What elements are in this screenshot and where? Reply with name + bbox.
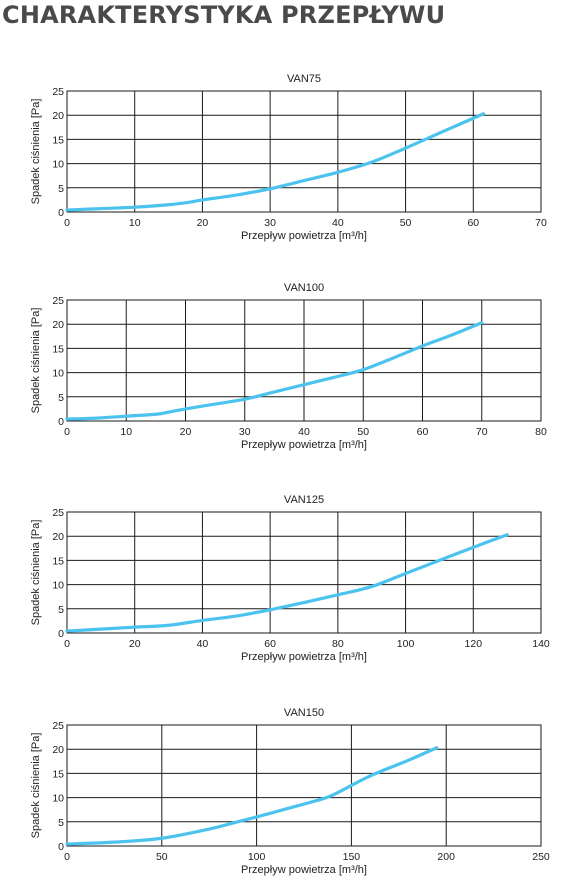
page-title: CHARAKTERYSTYKA PRZEPŁYWU [2, 1, 446, 29]
y-tick-label: 5 [58, 183, 64, 195]
y-tick-label: 0 [58, 841, 64, 853]
x-tick-label: 40 [332, 217, 344, 229]
x-tick-label: 40 [197, 638, 209, 650]
x-tick-label: 20 [180, 426, 192, 438]
x-tick-label: 10 [120, 426, 132, 438]
chart-1: VAN75 0 10 20 30 40 50 60 70 0 5 10 15 20 25 Przepływ p… [30, 73, 547, 242]
plot-frame [66, 90, 542, 213]
chart-4: VAN150 0 50 100 150 200 250 0 5 10 15 20 25 Przepływ … [30, 707, 550, 876]
x-tick-label: 50 [156, 851, 168, 863]
x-axis-label: Przepływ powietrza [m³/h] [241, 230, 367, 242]
plot-frame [66, 511, 542, 634]
y-axis-label: Spadek ciśnienia [Pa] [30, 733, 42, 839]
x-tick-label: 30 [239, 426, 251, 438]
x-tick-label: 0 [64, 217, 70, 229]
y-tick-label: 25 [52, 507, 64, 519]
y-tick-label: 25 [52, 295, 64, 307]
x-tick-label: 0 [64, 638, 70, 650]
series-line [65, 533, 509, 633]
y-tick-label: 0 [58, 416, 64, 428]
y-tick-label: 5 [58, 392, 64, 404]
x-tick-label: 40 [298, 426, 310, 438]
x-tick-label: 60 [467, 217, 479, 229]
x-axis-label: Przepływ powietrza [m³/h] [241, 864, 367, 876]
plot-frame [66, 724, 542, 847]
y-tick-label: 0 [58, 628, 64, 640]
series-line [65, 112, 486, 212]
chart-title: VAN100 [284, 282, 324, 294]
series-line [65, 321, 484, 421]
y-tick-label: 20 [52, 110, 64, 122]
x-tick-label: 150 [343, 851, 361, 863]
y-axis-label: Spadek ciśnienia [Pa] [30, 308, 42, 414]
x-tick-label: 50 [357, 426, 369, 438]
x-tick-label: 10 [129, 217, 141, 229]
x-tick-label: 250 [532, 851, 550, 863]
x-tick-label: 60 [264, 638, 276, 650]
y-tick-label: 5 [58, 817, 64, 829]
y-axis-label: Spadek ciśnienia [Pa] [30, 520, 42, 626]
y-tick-label: 15 [52, 343, 64, 355]
y-tick-label: 25 [52, 86, 64, 98]
y-tick-label: 10 [52, 159, 64, 171]
x-axis-label: Przepływ powietrza [m³/h] [241, 439, 367, 451]
x-tick-label: 20 [197, 217, 209, 229]
chart-title: VAN75 [287, 73, 321, 85]
y-tick-label: 15 [52, 768, 64, 780]
y-tick-label: 15 [52, 555, 64, 567]
x-tick-label: 60 [417, 426, 429, 438]
chart-title: VAN150 [284, 707, 324, 719]
y-tick-label: 25 [52, 720, 64, 732]
y-tick-label: 0 [58, 207, 64, 219]
y-tick-label: 15 [52, 134, 64, 146]
x-tick-label: 30 [264, 217, 276, 229]
y-tick-label: 20 [52, 744, 64, 756]
chart-title: VAN125 [284, 494, 324, 506]
x-tick-label: 20 [129, 638, 141, 650]
chart-3: VAN125 0 20 40 60 80 100 120 140 0 5 10 15 20 25 Przepł… [30, 494, 550, 663]
x-tick-label: 0 [64, 426, 70, 438]
x-tick-label: 70 [535, 217, 547, 229]
y-axis-label: Spadek ciśnienia [Pa] [30, 99, 42, 205]
x-tick-label: 70 [476, 426, 488, 438]
x-tick-label: 200 [437, 851, 455, 863]
x-tick-label: 0 [64, 851, 70, 863]
x-axis-label: Przepływ powietrza [m³/h] [241, 651, 367, 663]
y-tick-label: 10 [52, 580, 64, 592]
y-tick-label: 10 [52, 368, 64, 380]
series-line [65, 746, 439, 846]
x-tick-label: 140 [532, 638, 550, 650]
x-tick-label: 100 [248, 851, 266, 863]
y-tick-label: 10 [52, 793, 64, 805]
x-tick-label: 80 [332, 638, 344, 650]
y-tick-label: 20 [52, 531, 64, 543]
x-tick-label: 100 [397, 638, 415, 650]
y-tick-label: 5 [58, 604, 64, 616]
chart-2: VAN100 0 10 20 30 40 50 60 70 80 0 5 10 15 20 25 Przepły… [30, 282, 547, 451]
x-tick-label: 50 [400, 217, 412, 229]
y-tick-label: 20 [52, 319, 64, 331]
x-tick-label: 80 [535, 426, 547, 438]
x-tick-label: 120 [465, 638, 483, 650]
